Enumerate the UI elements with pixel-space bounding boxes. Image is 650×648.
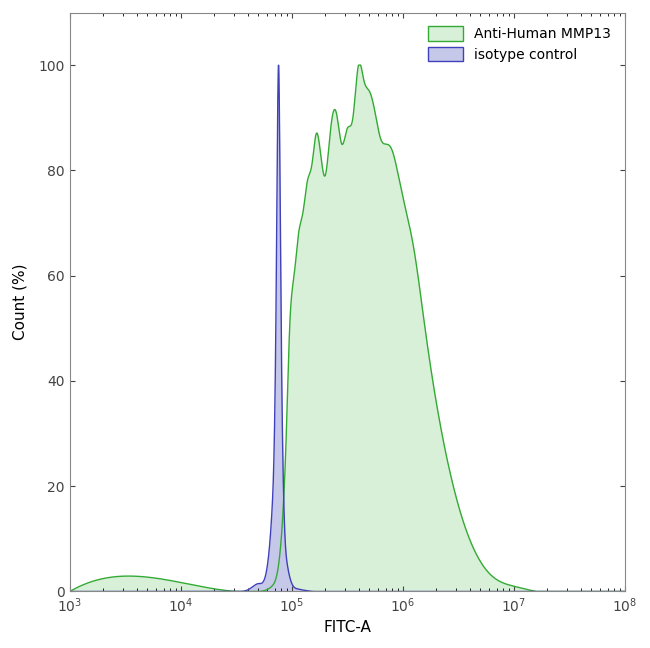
- Y-axis label: Count (%): Count (%): [12, 264, 27, 340]
- Legend: Anti-Human MMP13, isotype control: Anti-Human MMP13, isotype control: [421, 19, 618, 69]
- X-axis label: FITC-A: FITC-A: [324, 621, 371, 636]
